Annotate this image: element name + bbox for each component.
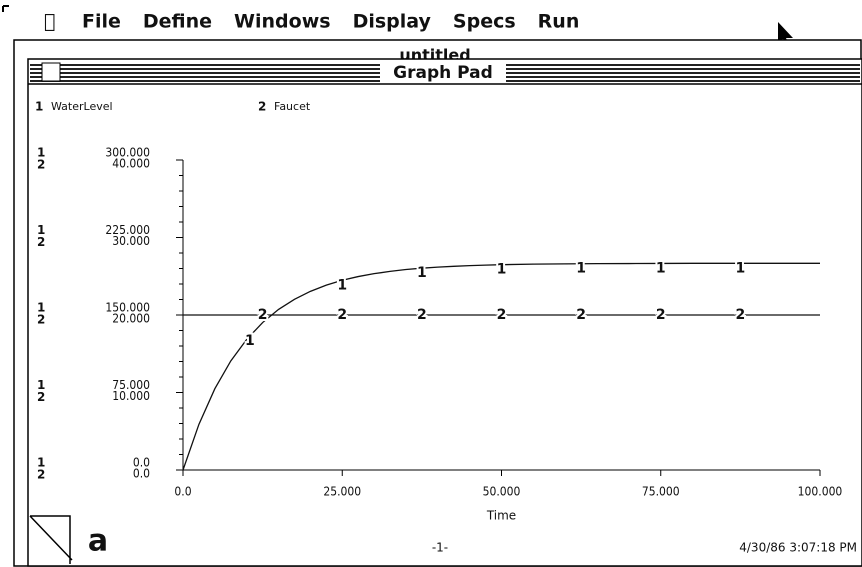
y2-tick-label: 10.000 bbox=[112, 389, 150, 403]
axis-marker: 2 bbox=[37, 468, 45, 482]
graph-window bbox=[27, 58, 862, 567]
series-line bbox=[182, 262, 820, 471]
menu-bar bbox=[0, 0, 862, 38]
apple-menu[interactable]:  bbox=[44, 11, 55, 33]
menu-item[interactable]: Display bbox=[353, 11, 432, 33]
series-marker: 1 bbox=[656, 260, 666, 276]
close-box[interactable] bbox=[41, 62, 61, 82]
series-marker: 2 bbox=[656, 307, 666, 323]
series-marker: 2 bbox=[258, 307, 268, 323]
lock-icon[interactable]: a bbox=[88, 524, 108, 559]
series-marker: 1 bbox=[736, 260, 746, 276]
axis-marker: 2 bbox=[37, 235, 45, 249]
x-tick-label: 50.000 bbox=[483, 485, 521, 499]
series-marker: 2 bbox=[337, 307, 347, 323]
y2-tick-label: 0.0 bbox=[133, 467, 150, 481]
x-axis-label: Time bbox=[486, 509, 516, 523]
series-marker: 1 bbox=[417, 265, 427, 281]
axis-marker: 1 bbox=[37, 223, 45, 237]
y-tick-label: 225.000 bbox=[105, 223, 150, 237]
series-marker: 1 bbox=[245, 333, 255, 349]
page-corner[interactable] bbox=[29, 515, 73, 564]
legend-label: Faucet bbox=[274, 100, 311, 113]
legend-label: WaterLevel bbox=[51, 100, 113, 113]
axis-marker: 1 bbox=[37, 378, 45, 392]
axis-marker: 1 bbox=[37, 456, 45, 470]
y2-tick-label: 40.000 bbox=[112, 157, 150, 171]
y-tick-label: 0.0 bbox=[133, 456, 150, 470]
x-tick-label: 75.000 bbox=[642, 485, 680, 499]
corner bbox=[2, 5, 9, 12]
legend-marker: 2 bbox=[258, 100, 266, 114]
x-tick-label: 0.0 bbox=[174, 485, 191, 499]
y-tick-label: 300.000 bbox=[105, 146, 150, 160]
title-bg bbox=[380, 61, 506, 83]
y2-tick-label: 30.000 bbox=[112, 234, 150, 248]
menu-item[interactable]: File bbox=[82, 11, 121, 33]
axis-marker: 1 bbox=[37, 146, 45, 160]
axis-marker: 2 bbox=[37, 158, 45, 172]
cursor bbox=[778, 22, 793, 48]
menu-item[interactable]: Windows bbox=[234, 11, 331, 33]
x-tick-label: 25.000 bbox=[323, 485, 361, 499]
axis-marker: 1 bbox=[37, 301, 45, 315]
series-marker: 2 bbox=[497, 307, 507, 323]
y-tick-label: 150.000 bbox=[105, 301, 150, 315]
menu-item[interactable]: Define bbox=[143, 11, 212, 33]
axis-marker: 2 bbox=[37, 313, 45, 327]
series-marker: 2 bbox=[417, 307, 427, 323]
series-marker: 1 bbox=[337, 277, 347, 293]
y-tick-label: 75.000 bbox=[112, 378, 150, 392]
axis-marker: 2 bbox=[37, 390, 45, 404]
window-title: Graph Pad bbox=[393, 63, 493, 83]
series-marker: 1 bbox=[576, 261, 586, 277]
series-marker: 2 bbox=[736, 307, 746, 323]
legend-marker: 1 bbox=[35, 100, 43, 114]
menu-item[interactable]: Run bbox=[538, 11, 580, 33]
series-marker: 2 bbox=[576, 307, 586, 323]
x-tick-label: 100.000 bbox=[798, 485, 843, 499]
y2-tick-label: 20.000 bbox=[112, 312, 150, 326]
timestamp: 4/30/86 3:07:18 PM bbox=[739, 541, 857, 555]
page-number: -1- bbox=[432, 541, 448, 555]
menu-item[interactable]: Specs bbox=[453, 11, 516, 33]
series-marker: 1 bbox=[497, 262, 507, 278]
